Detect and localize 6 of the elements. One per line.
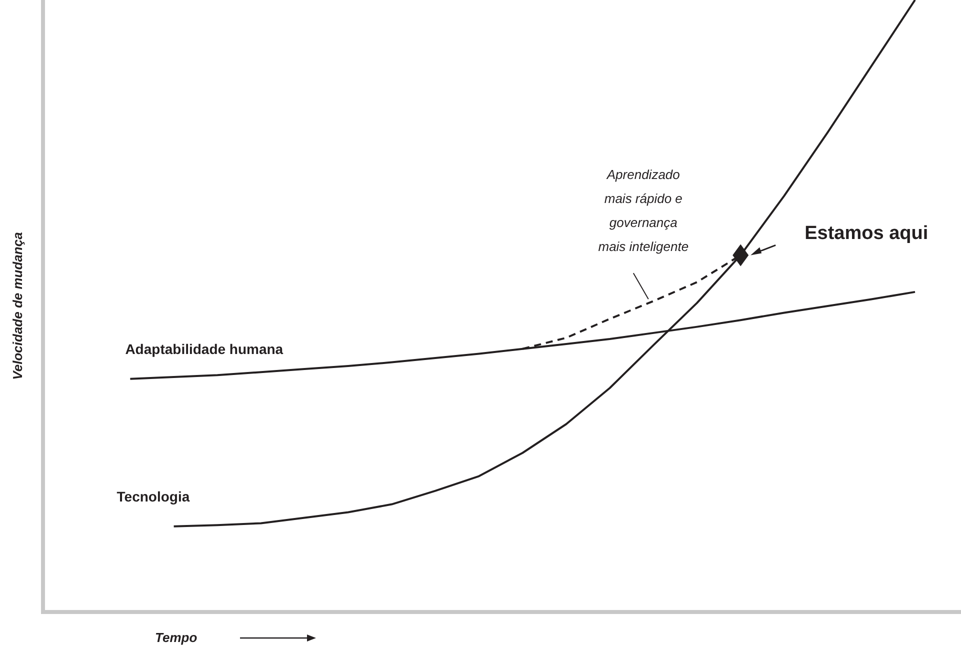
x-axis-title: Tempo (155, 630, 198, 645)
series-label: Tecnologia (116, 488, 190, 504)
annotation: Estamos aqui (804, 223, 928, 244)
y-axis-title: Velocidade de mudança (10, 232, 25, 380)
annotation: Aprendizado mais rápido e governança mais inteligente (598, 167, 689, 254)
series-label: Adaptabilidade humana (125, 340, 284, 357)
